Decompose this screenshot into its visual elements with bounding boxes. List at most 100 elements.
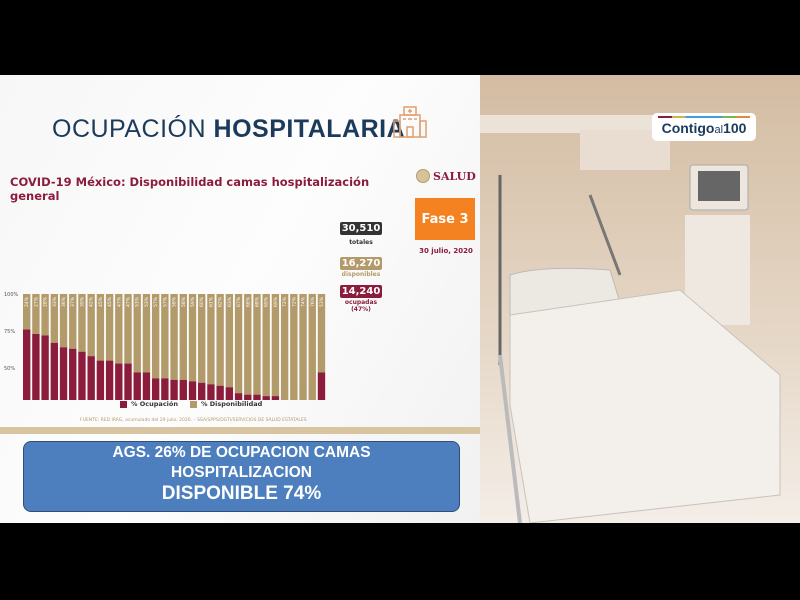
- bar-availability: [161, 294, 169, 379]
- bar-occupancy: [124, 363, 132, 400]
- bar-availability: [87, 294, 95, 357]
- phase-badge: Fase 3: [415, 198, 475, 240]
- bar-availability: [198, 294, 206, 383]
- stat-occupied-label: ocupadas (47%): [344, 299, 378, 313]
- stat-occupied-value: 14,240: [340, 285, 382, 298]
- bar-occupancy: [262, 396, 270, 400]
- data-label-availability: 58%: [172, 296, 178, 307]
- bar-occupancy: [207, 384, 215, 400]
- bar-occupancy: [87, 356, 95, 400]
- data-label-availability: 68%: [245, 296, 251, 307]
- data-label-availability: 69%: [273, 296, 279, 307]
- y-tick-label: 75%: [4, 329, 15, 335]
- bar-availability: [96, 294, 105, 361]
- bar-occupancy: [244, 394, 252, 400]
- bar-availability: [271, 294, 280, 397]
- bar-occupancy: [96, 360, 105, 400]
- bar-occupancy: [41, 335, 49, 400]
- slide-panel: OCUPACIÓN HOSPITALARIA COVID-19 México: …: [0, 75, 480, 523]
- divider-band: [0, 427, 480, 434]
- data-label-availability: 45%: [107, 296, 113, 307]
- bar-occupancy: [133, 372, 141, 400]
- bar-availability: [59, 294, 68, 348]
- bar-availability: [234, 294, 243, 394]
- data-label-availability: 53%: [135, 296, 141, 307]
- slide-title: OCUPACIÓN HOSPITALARIA: [52, 115, 406, 143]
- bar-availability: [69, 294, 77, 349]
- bar-availability: [253, 294, 261, 395]
- bar-availability: [207, 294, 215, 385]
- bar-chart: 0%25%50%75%100%76%24%NAY.73%27%N.L.72%28…: [4, 292, 326, 400]
- data-label-availability: 76%: [310, 296, 316, 307]
- caption-banner: AGS. 26% DE OCUPACION CAMAS HOSPITALIZAC…: [23, 441, 460, 512]
- bar-availability: [299, 294, 307, 400]
- data-label-availability: 45%: [98, 296, 104, 307]
- bar-occupancy: [23, 329, 31, 400]
- bar-availability: [179, 294, 187, 380]
- hospital-icon: [393, 106, 427, 138]
- data-label-availability: 62%: [218, 296, 224, 307]
- legend-occupancy: % Ocupación: [120, 400, 178, 408]
- bar-availability: [23, 294, 31, 330]
- bar-occupancy: [161, 378, 169, 400]
- bar-availability: [225, 294, 234, 388]
- bar-occupancy: [225, 387, 234, 400]
- bar-availability: [151, 294, 160, 379]
- bar-availability: [133, 294, 141, 373]
- bar-availability: [50, 294, 59, 343]
- bar-occupancy: [253, 394, 261, 400]
- data-label-availability: 60%: [199, 296, 205, 307]
- data-label-availability: 57%: [153, 296, 159, 307]
- data-label-availability: 36%: [61, 296, 67, 307]
- data-label-availability: 67%: [236, 296, 242, 307]
- bar-availability: [105, 294, 114, 361]
- bar-occupancy: [105, 360, 114, 400]
- y-tick-label: 100%: [4, 292, 19, 298]
- stat-available-label: disponibles: [341, 271, 381, 278]
- bar-availability: [317, 294, 326, 373]
- bar-availability: [244, 294, 252, 395]
- data-label-availability: 61%: [208, 296, 214, 307]
- bar-occupancy: [78, 351, 86, 400]
- bar-occupancy: [151, 378, 160, 400]
- bar-availability: [115, 294, 123, 364]
- contigo-al-100-logo: Contigoal100: [652, 113, 756, 141]
- data-label-availability: 27%: [33, 296, 39, 307]
- legend-swatch: [190, 400, 197, 408]
- bar-availability: [280, 294, 289, 400]
- bar-availability: [188, 294, 197, 382]
- seal-icon: [416, 169, 430, 183]
- report-date: 30 julio, 2020: [419, 247, 473, 255]
- data-label-availability: 74%: [301, 296, 307, 307]
- bar-occupancy: [317, 372, 326, 400]
- bar-occupancy: [170, 379, 178, 400]
- banner-line-3: DISPONIBLE 74%: [161, 483, 322, 504]
- data-label-availability: 58%: [181, 296, 187, 307]
- stat-total-value: 30,510: [340, 222, 382, 235]
- chart-title: COVID-19 México: Disponibilidad camas ho…: [10, 175, 370, 203]
- bar-occupancy: [234, 393, 243, 400]
- data-label-availability: 57%: [162, 296, 168, 307]
- data-label-availability: 33%: [52, 296, 58, 307]
- legend-availability: % Disponibilidad: [190, 400, 262, 408]
- bar-occupancy: [271, 396, 280, 400]
- bar-availability: [170, 294, 178, 380]
- data-label-availability: 53%: [144, 296, 150, 307]
- data-label-availability: 47%: [126, 296, 132, 307]
- hospital-bed-photo: Contigoal100: [480, 75, 800, 523]
- data-label-availability: 24%: [24, 296, 30, 307]
- bar-availability: [262, 294, 270, 397]
- bar-occupancy: [50, 342, 59, 400]
- bar-availability: [32, 294, 40, 334]
- bar-occupancy: [69, 348, 77, 400]
- stat-total-label: totales: [349, 239, 373, 246]
- bar-availability: [216, 294, 224, 386]
- bar-occupancy: [179, 379, 187, 400]
- data-label-availability: 53%: [319, 296, 325, 307]
- bar-availability: [308, 294, 316, 400]
- salud-logo: SALUD: [416, 169, 476, 183]
- data-label-availability: 39%: [79, 296, 85, 307]
- data-label-availability: 42%: [89, 296, 95, 307]
- bar-occupancy: [59, 347, 68, 400]
- bed-image: [480, 75, 800, 523]
